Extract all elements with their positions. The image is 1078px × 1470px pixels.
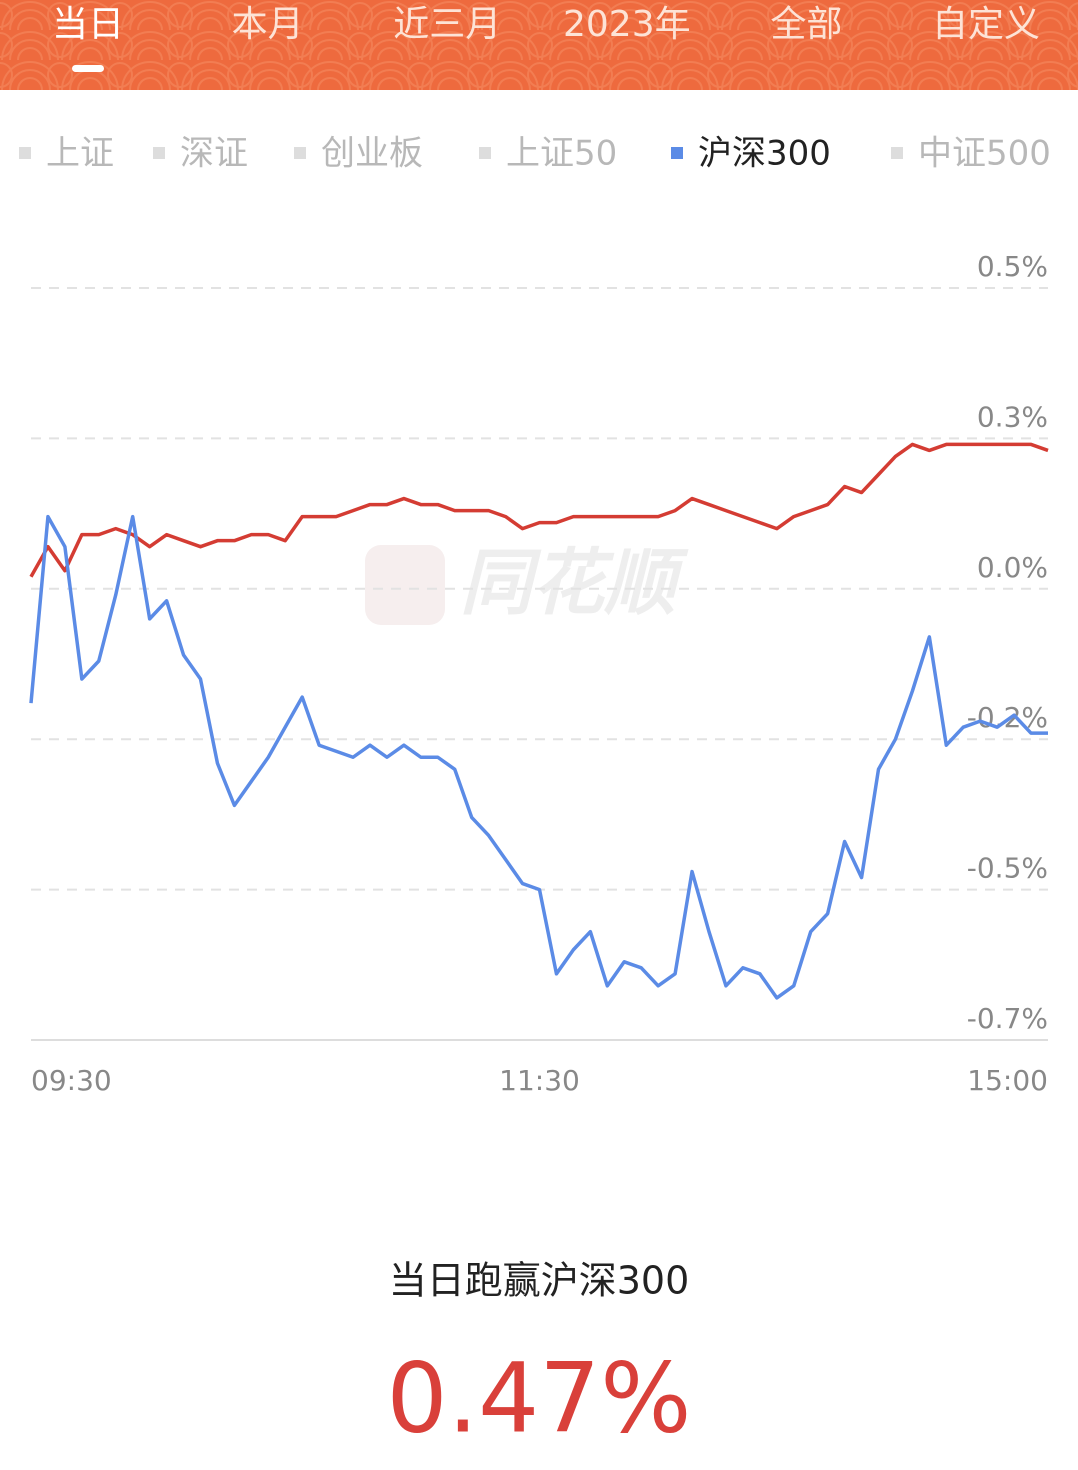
index-tab[interactable]: 上证: [46, 134, 114, 174]
x-tick-label: 15:00: [967, 1064, 1048, 1097]
tab-bar: 当日 本月 近三月 2023年 全部 自定义: [52, 4, 1040, 72]
tab[interactable]: 2023年: [563, 4, 691, 45]
y-tick-label: 0.5%: [977, 250, 1048, 283]
summary-label: 当日跑赢沪深300: [389, 1259, 690, 1303]
chart: 同花顺 0.5% 0.3% 0.0% -0.2% -0.5% -0.7% 09:30 11:3…: [29, 250, 1049, 1097]
summary-value: 0.47%: [387, 1342, 692, 1454]
header-bar: [0, 0, 1078, 90]
tab[interactable]: 自定义: [932, 4, 1040, 45]
index-tab[interactable]: 中证500: [918, 134, 1051, 174]
index-tab[interactable]: 创业板: [321, 134, 423, 174]
series-line: [29, 514, 1048, 1000]
index-marker: [891, 147, 903, 159]
y-tick-label: -0.7%: [967, 1002, 1048, 1035]
y-tick-label: -0.2%: [967, 701, 1048, 734]
tab[interactable]: 当日: [52, 4, 124, 45]
index-marker: [19, 147, 31, 159]
x-tick-label: 11:30: [499, 1064, 580, 1097]
index-tab[interactable]: 上证50: [506, 134, 617, 174]
series-line: [29, 442, 1049, 578]
watermark: 同花顺: [460, 541, 689, 625]
y-tick-label: 0.0%: [977, 551, 1048, 584]
index-marker: [671, 147, 683, 159]
y-tick-label: 0.3%: [977, 400, 1048, 433]
watermark-logo: [365, 545, 445, 625]
index-marker: [153, 147, 165, 159]
y-tick-label: -0.5%: [967, 852, 1048, 885]
index-tab[interactable]: 深证: [180, 134, 248, 174]
index-tab[interactable]: 沪深300: [698, 134, 831, 174]
index-marker: [479, 147, 491, 159]
tab[interactable]: 近三月: [393, 4, 501, 45]
index-marker: [294, 147, 306, 159]
tab[interactable]: 本月: [232, 4, 304, 45]
tab[interactable]: 全部: [770, 4, 842, 45]
tab-indicator: [72, 65, 104, 72]
x-tick-label: 09:30: [31, 1064, 112, 1097]
index-selector: 上证 深证 创业板 上证50 沪深300 中证500: [19, 134, 1051, 174]
